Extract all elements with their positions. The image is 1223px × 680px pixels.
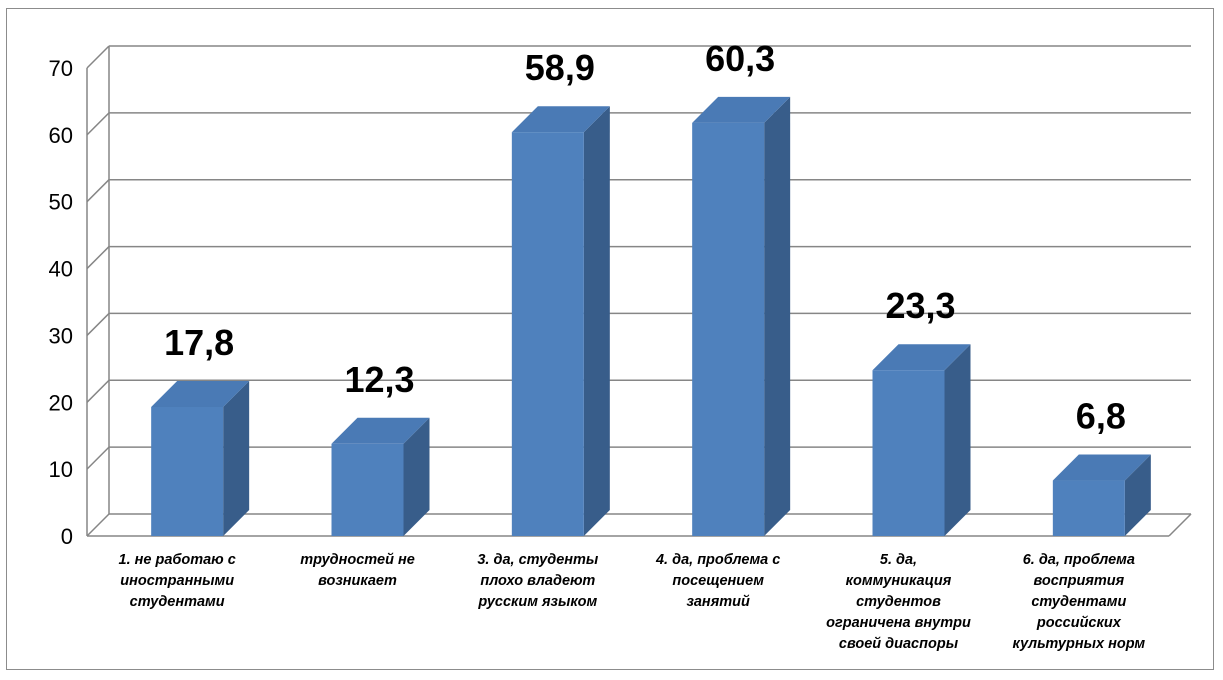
category-labels: 1. не работаю с иностранными студентами тру… [119,552,1146,652]
y-tick-label: 20 [49,390,73,415]
y-tick-label: 30 [49,323,73,348]
category-label-line: студентами [130,594,225,610]
value-label: 58,9 [525,47,595,88]
bar [872,344,971,536]
category-label-line: своей диаспоры [839,636,959,652]
bar-top [331,417,430,444]
bar-top [1052,454,1151,481]
grid-lines [86,45,1191,537]
bar-side [403,417,430,536]
category-label-line: трудностей не [300,552,415,568]
category-label: 4. да, проблема с посещением занятий [655,552,780,610]
gridline-diag [86,379,110,403]
gridline-diag [86,312,110,336]
bar-side [764,96,791,536]
bars [151,96,1151,536]
category-label-line: 4. да, проблема с [655,552,780,568]
gridline-diag [86,446,110,470]
category-label-line: 5. да, [880,552,917,568]
category-label-line: студентов [856,594,941,610]
category-label-line: 6. да, проблема [1023,552,1135,568]
bar-front [511,132,584,536]
category-label: 6. да, проблема восприятия студентами росси… [1013,552,1146,652]
gridline-diag [86,45,110,69]
gridline-diag [86,112,110,136]
y-tick-label: 10 [49,457,73,482]
category-label-line: плохо владеют [480,573,595,589]
value-label: 12,3 [344,359,414,400]
category-label-line: ограничена внутри [826,615,971,631]
category-label-line: русским языком [477,594,597,610]
y-tick-label: 50 [49,190,73,215]
bar-side [1124,454,1151,536]
category-label-line: занятий [686,594,750,610]
category-label-line: восприятия [1033,573,1124,589]
bar-side [944,344,971,536]
axes: 0 10 20 30 40 50 60 70 [49,46,1192,549]
value-label: 23,3 [885,285,955,326]
bar [151,380,250,536]
bar-front [151,406,224,536]
data-labels: 17,8 12,3 58,9 60,3 23,3 6,8 [164,38,1126,437]
bar [511,106,610,536]
bar-top [151,380,250,407]
category-label-line: возникает [318,573,397,589]
category-label: 5. да, коммуникация студентов ограничена вн… [826,552,971,652]
gridline-diag [86,246,110,270]
chart-frame: 0 10 20 30 40 50 60 70 17,8 12,3 58,9 60,3 23,3 6,8 … [6,8,1214,670]
y-tick-label: 40 [49,257,73,282]
bar-top [872,344,971,371]
category-label-line: посещением [672,573,764,589]
category-label: трудностей не возникает [300,552,415,589]
value-label: 6,8 [1076,396,1126,437]
bar-side [223,380,250,536]
y-tick-label: 70 [49,56,73,81]
value-label: 17,8 [164,322,234,363]
category-label-line: российских [1036,615,1122,631]
category-label: 1. не работаю с иностранными студентами [119,552,236,610]
floor-right-edge [1168,513,1192,537]
bar-top [511,106,610,133]
bar-side [583,106,610,536]
category-label-line: коммуникация [846,573,952,589]
bar-front [1052,480,1125,536]
gridline-diag [86,179,110,203]
bar [1052,454,1151,536]
value-label: 60,3 [705,38,775,79]
category-label: 3. да, студенты плохо владеют русским язык… [477,552,599,610]
category-label-line: 3. да, студенты [477,552,599,568]
y-tick-label: 60 [49,123,73,148]
category-label-line: 1. не работаю с [119,552,236,568]
bar-front [692,122,765,536]
bar [692,96,791,536]
category-label-line: иностранными [120,573,234,589]
bar [331,417,430,536]
category-label-line: культурных норм [1013,636,1146,652]
gridline-diag [86,513,110,537]
bar-top [692,96,791,123]
bar-front [331,443,404,536]
y-tick-label: 0 [61,524,73,549]
category-label-line: студентами [1031,594,1126,610]
bar-front [872,370,945,536]
